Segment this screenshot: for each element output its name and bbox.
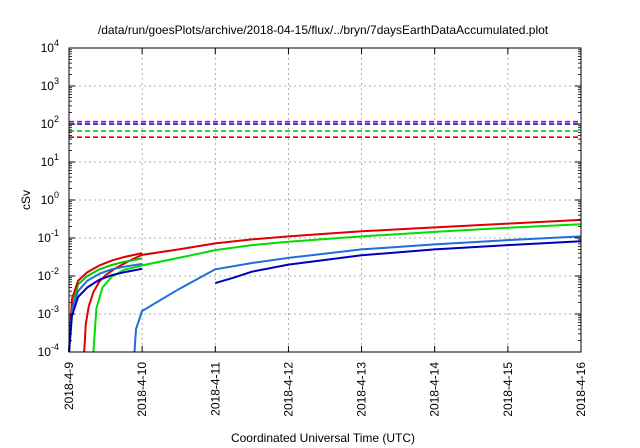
y-tick-label: 101 — [41, 152, 59, 169]
y-axis-label: cSv — [19, 190, 33, 210]
x-tick-label: 2018-4-9 — [62, 362, 76, 410]
x-tick-label: 2018-4-14 — [428, 362, 442, 417]
series-line — [68, 267, 143, 353]
x-tick-label: 2018-4-12 — [281, 362, 295, 417]
series-line — [133, 235, 582, 353]
series-line — [92, 223, 582, 353]
y-tick-label: 100 — [41, 190, 59, 207]
series-line — [215, 240, 582, 285]
series-lines — [68, 218, 582, 353]
x-tick-label: 2018-4-10 — [135, 362, 149, 417]
x-tick-label: 2018-4-16 — [574, 362, 588, 417]
x-tick-label: 2018-4-13 — [355, 362, 369, 417]
y-tick-label: 104 — [41, 38, 59, 55]
series-line — [68, 262, 143, 353]
x-axis-label: Coordinated Universal Time (UTC) — [231, 431, 415, 445]
y-tick-label: 10-2 — [38, 266, 59, 283]
y-tick-label: 10-1 — [38, 228, 59, 245]
x-tick-label: 2018-4-11 — [208, 362, 222, 416]
series-line — [83, 218, 582, 353]
y-tick-label: 10-4 — [38, 342, 59, 359]
grid-lines — [69, 48, 581, 352]
y-tick-label: 102 — [41, 114, 59, 131]
x-tick-label: 2018-4-15 — [501, 362, 515, 417]
series-line — [68, 252, 143, 353]
threshold-lines — [69, 120, 581, 138]
x-axis: 2018-4-9 2018-4-10 2018-4-11 2018-4-12 2018-… — [62, 48, 588, 417]
chart-title: /data/run/goesPlots/archive/2018-04-15/f… — [98, 23, 549, 37]
y-tick-label: 10-3 — [38, 304, 59, 321]
y-tick-label: 103 — [41, 76, 59, 93]
